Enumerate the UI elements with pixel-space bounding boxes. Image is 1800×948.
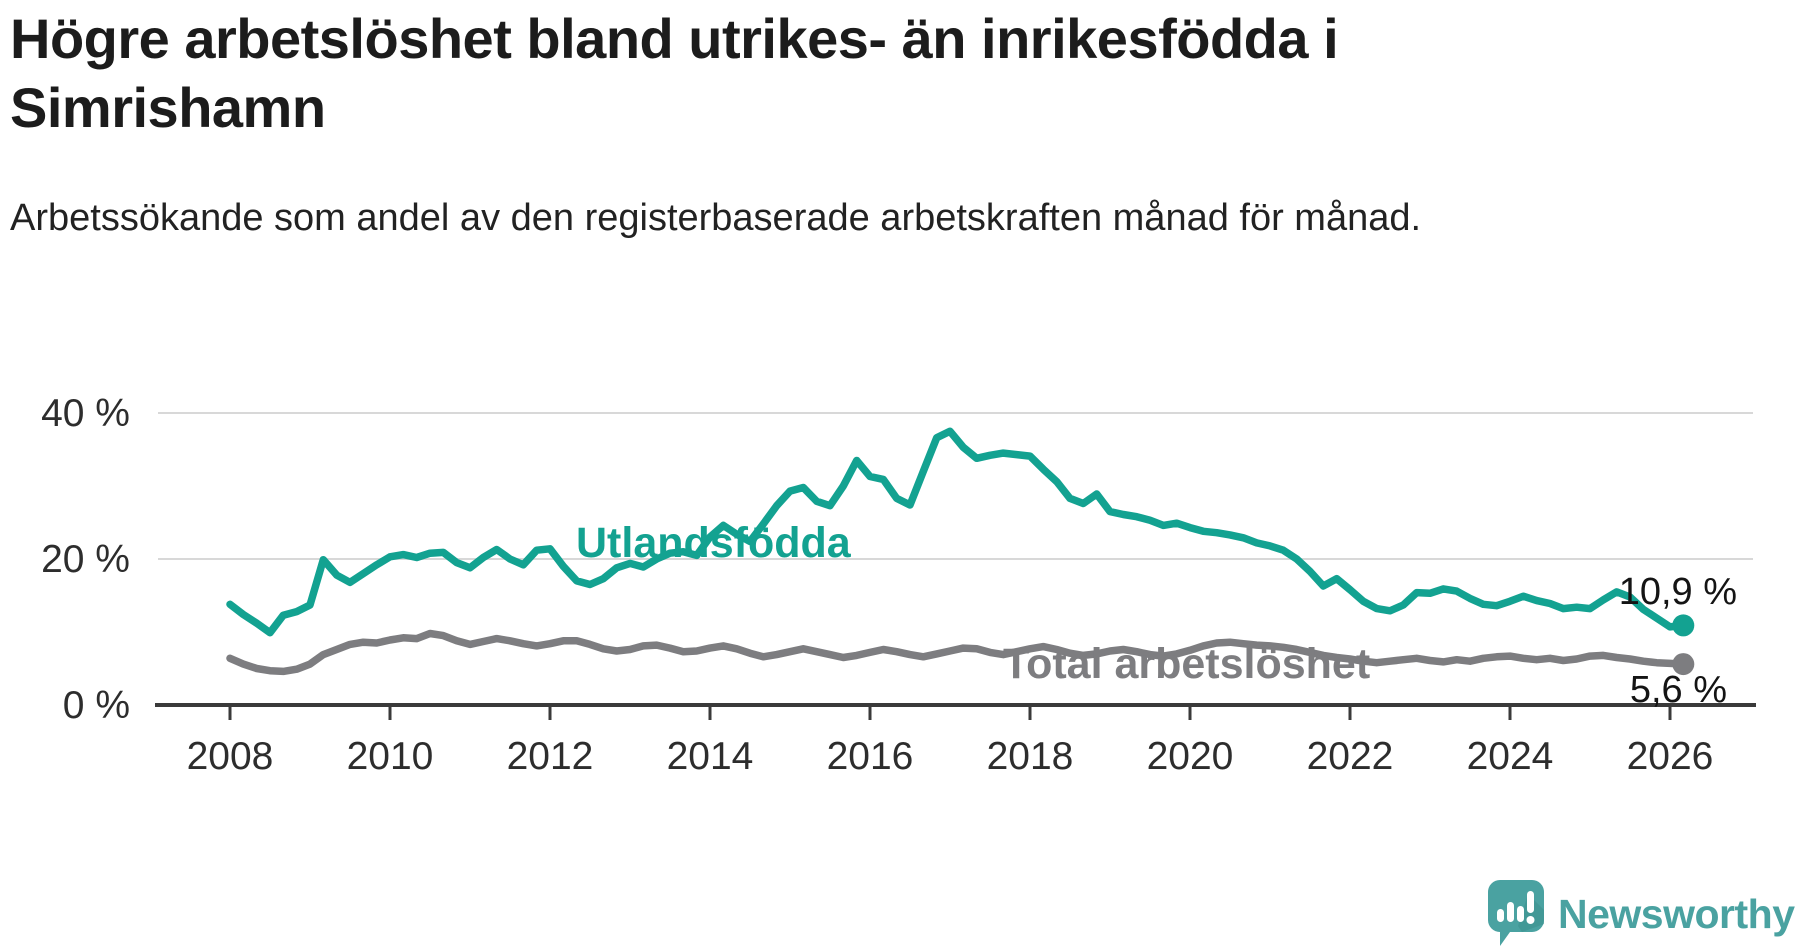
series-label-total: Total arbetslöshet [1003,640,1370,688]
x-tick-label: 2010 [347,735,434,778]
logo-bar-medium [1517,906,1524,922]
series-total-line [226,629,1688,676]
y-tick-label: 40 % [41,392,130,435]
x-tick-label: 2020 [1147,735,1234,778]
series-foreign-born-end-dot [1672,614,1695,637]
x-tick-label: 2008 [187,735,274,778]
x-tick-label: 2012 [507,735,594,778]
x-tick-label: 2022 [1307,735,1394,778]
series-foreign-born-line [226,427,1688,637]
x-tick-label: 2016 [827,735,914,778]
logo-bar-short [1497,909,1504,922]
end-value-label-foreign-born: 10,9 % [1619,571,1737,613]
page-subtitle: Arbetssökande som andel av den registerb… [10,197,1422,239]
x-tick-label: 2024 [1467,735,1554,778]
logo-exclamation-bar [1527,891,1534,913]
end-value-label-total: 5,6 % [1630,669,1727,711]
x-axis-ticks [228,705,1672,720]
page-title: Högre arbetslöshet bland utrikes- än inr… [10,7,1339,140]
series-total-end-dot [1672,653,1695,676]
x-axis-labels: 2008 2010 2012 2014 2016 2018 2020 2022 2024 2026 [187,735,1714,778]
logo-bar-tall [1507,902,1514,922]
newsworthy-logo-icon [1488,880,1544,946]
logo-exclamation-dot [1526,916,1535,924]
y-tick-label: 20 % [41,538,130,581]
series-label-foreign-born: Utlandsfödda [576,519,852,567]
y-axis-labels: 0 % 20 % 40 % [41,392,130,727]
x-tick-label: 2018 [987,735,1074,778]
x-tick-label: 2014 [667,735,754,778]
brand-name: Newsworthy [1558,890,1795,937]
x-tick-label: 2026 [1627,735,1714,778]
newsworthy-logo: Newsworthy [1488,880,1800,948]
y-tick-label: 0 % [63,684,130,727]
